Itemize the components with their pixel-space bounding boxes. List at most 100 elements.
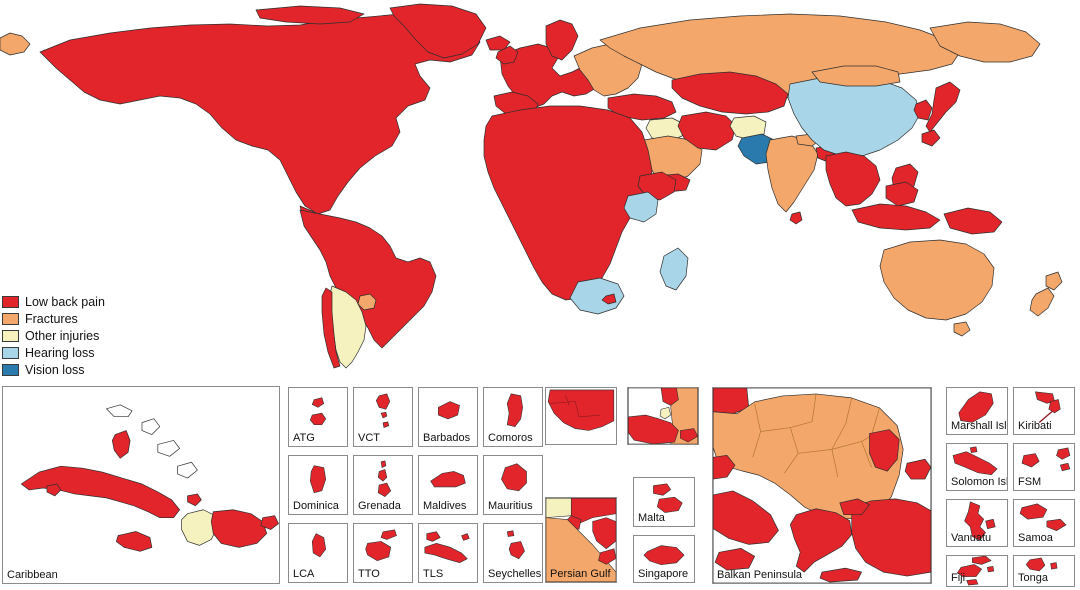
region-greenland [389,3,487,59]
inset-panel-grenada: Grenada [353,455,413,515]
inset-panel-vct: VCT [353,387,413,447]
region-kenya [623,191,659,223]
region-jamaica [115,531,153,552]
region-arctic-islands [255,5,365,25]
dominica-map [309,465,327,494]
inset-panel-tls: TLS [418,523,478,583]
region-iran [677,111,737,151]
fiji-map [956,556,995,586]
region-korea [913,99,933,121]
world-map [0,3,1063,369]
region-iceland [485,35,511,51]
inset-label-maldives: Maldives [423,500,467,512]
seychelles-map [506,530,525,560]
region-borneo [885,181,919,207]
inset-panel-tto: TTO [353,523,413,583]
region-chukotka [0,32,31,56]
grenada-map [377,460,392,497]
region-south-africa [569,277,625,315]
inset-panel-balkan: Balkan Peninsula [712,387,932,584]
inset-label-tonga: Tonga [1018,572,1048,584]
inset-label-fsm: FSM [1018,476,1042,488]
region-cuba [20,465,180,519]
balkan-map [713,388,931,583]
inset-label-dominica: Dominica [293,500,339,512]
inset-label-tls: TLS [423,568,444,580]
legend-label-fractures: Fractures [25,312,78,326]
region-dominican-republic [210,509,268,548]
inset-panel-fsm: FSM [1013,443,1075,491]
region-central-asia [671,71,789,115]
legend-swatch-other-injuries [2,330,19,342]
region-russia-far-east [929,21,1041,63]
inset-label-mauritius: Mauritius [488,500,533,512]
inset-label-barbados: Barbados [423,432,471,444]
region-isla-juventud [46,483,62,497]
region-italy [713,454,736,480]
region-bahamas-andros [111,430,131,459]
region-new-zealand-north [1045,271,1063,291]
inset-panel-marshall-isl: Marshall Isl [946,387,1008,435]
inset-panel-persian-gulf: Persian Gulf [545,497,617,583]
region-uruguay [357,293,377,311]
region-crete [819,567,862,583]
legend-item-hearing-loss: Hearing loss [2,345,105,361]
legend-swatch-low-back-pain [2,296,19,308]
region-lesotho [601,293,617,305]
atg-map [309,397,327,426]
singapore-map [643,545,685,566]
legend-swatch-vision-loss [2,364,19,376]
inset-label-balkan: Balkan Peninsula [717,569,803,581]
inset-panel-samoa: Samoa [1013,499,1075,547]
region-sri-lanka [789,211,803,225]
inset-panel-mauritius: Mauritius [483,455,543,515]
region-haiti [181,509,218,546]
kiribati-map [1034,391,1061,424]
legend-swatch-fractures [2,313,19,325]
region-india [765,135,819,213]
region-greece [789,508,853,573]
comoros-map [506,393,523,427]
west-africa-map [547,389,615,431]
region-north-america [39,13,481,215]
region-turkey-inset [851,498,931,577]
mauritius-map [501,463,527,492]
inset-label-samoa: Samoa [1018,532,1053,544]
inset-panel-kiribati: Kiribati [1013,387,1075,435]
inset-panel-barbados: Barbados [418,387,478,447]
inset-panel-lca: LCA [288,523,348,583]
legend-label-low-back-pain: Low back pain [25,295,105,309]
inset-label-marshall-isl: Marshall Isl [951,420,1007,432]
marshall-isl-map [958,391,994,423]
inset-label-fiji: Fiji [951,572,966,584]
region-mongolia [811,65,901,87]
inset-label-vanuatu: Vanuatu [951,532,992,544]
tto-map [365,529,397,562]
inset-panel-malta: Malta [633,477,695,527]
inset-label-atg: ATG [293,432,315,444]
inset-panel-dominica: Dominica [288,455,348,515]
legend-item-vision-loss: Vision loss [2,362,105,378]
inset-label-grenada: Grenada [358,500,401,512]
inset-label-caribbean: Caribbean [7,569,58,581]
region-turks-caicos [187,493,202,507]
inset-panel-fiji: Fiji [946,555,1008,587]
legend-label-other-injuries: Other injuries [25,329,100,343]
tls-map [424,531,470,563]
fsm-map [1021,447,1071,472]
vanuatu-map [964,501,996,541]
legend-item-low-back-pain: Low back pain [2,294,105,310]
inset-panel-caribbean: Caribbean [2,386,280,584]
malta-map [653,483,683,513]
region-new-zealand [1029,287,1055,317]
tonga-map [1025,557,1058,572]
region-turkey-thrace [839,498,870,516]
inset-panel-atg: ATG [288,387,348,447]
caribbean-map [20,404,279,552]
inset-label-solomon-isl: Solomon Isl [951,476,1008,488]
region-indonesia [851,203,941,231]
region-southeast-asia [825,151,881,207]
legend-item-fractures: Fractures [2,311,105,327]
inset-panel-comoros: Comoros [483,387,543,447]
